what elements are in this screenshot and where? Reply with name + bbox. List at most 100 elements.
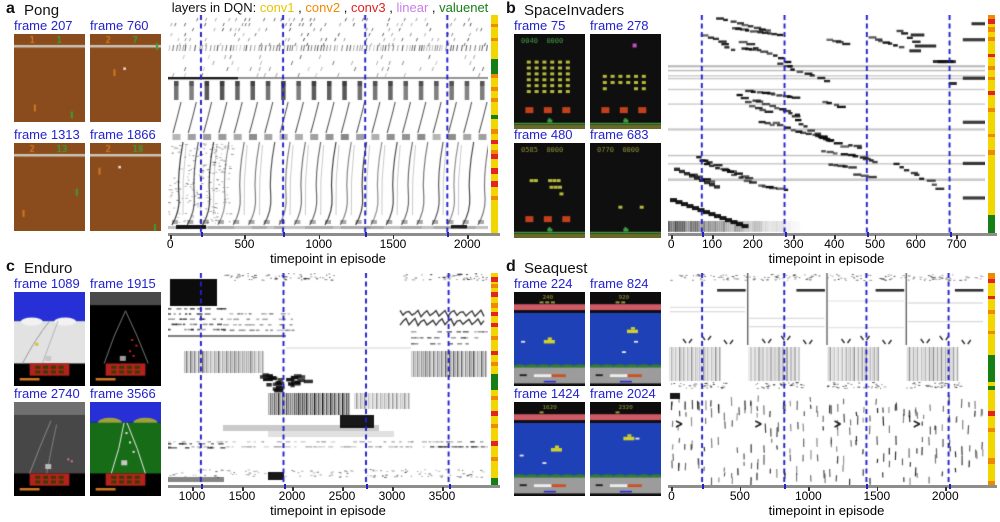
frame-marker-tick <box>365 232 368 237</box>
dqn-layer-legend: layers in DQN: conv1 , conv2 , conv3 , l… <box>160 0 500 15</box>
frame-marker-tick <box>784 484 787 489</box>
colorbar-segment <box>491 292 498 297</box>
legend-item-conv3: conv3 <box>347 0 386 15</box>
x-tick-mark <box>739 487 742 491</box>
game-frame-thumbnail <box>14 402 85 496</box>
raster-canvas <box>168 273 488 485</box>
colorbar-segment <box>491 102 498 116</box>
colorbar-segment <box>988 382 995 387</box>
frame-marker-tick <box>283 232 286 237</box>
x-tick-mark <box>876 487 879 491</box>
colorbar-segment <box>491 428 498 442</box>
colorbar-segment <box>988 15 995 20</box>
game-frame-thumbnail <box>90 143 161 231</box>
x-tick-label: 100 <box>701 237 723 251</box>
game-title: Seaquest <box>524 260 588 277</box>
frame-marker-tick <box>784 232 787 237</box>
x-tick-mark <box>192 487 194 491</box>
panel-b: b SpaceInvaders frame 75 frame 278 frame… <box>500 0 1000 266</box>
raster-canvas <box>668 15 985 233</box>
colorbar-segment <box>988 463 995 481</box>
colorbar-segment <box>988 134 995 138</box>
colorbar-segment <box>988 36 995 41</box>
colorbar-segment <box>988 154 995 216</box>
legend-separator: , <box>294 0 302 15</box>
x-tick-label: 2000 <box>453 237 481 251</box>
x-tick-label: 1000 <box>305 237 333 251</box>
x-tick-label: 1500 <box>379 237 407 251</box>
colorbar-segment <box>491 400 498 412</box>
raster-canvas <box>168 15 488 233</box>
x-tick-label: 0 <box>668 489 675 503</box>
colorbar-segment <box>491 187 498 196</box>
frame-cell: frame 760 <box>90 18 161 122</box>
frame-label: frame 1313 <box>14 127 80 142</box>
colorbar-segment <box>491 15 498 24</box>
colorbar-segment <box>491 133 498 141</box>
colorbar-segment <box>491 167 498 175</box>
colorbar-segment <box>491 97 498 103</box>
colorbar-segment <box>491 322 498 327</box>
colorbar-segment <box>491 58 498 74</box>
x-tick-label: 2000 <box>278 489 306 503</box>
x-axis-line <box>168 233 500 236</box>
colorbar-segment <box>491 441 498 446</box>
colorbar-segment <box>988 457 995 464</box>
colorbar-segment <box>988 108 995 113</box>
frame-label: frame 1424 <box>514 386 580 401</box>
game-title: Enduro <box>24 260 73 277</box>
layer-colorbar <box>491 15 498 233</box>
colorbar-segment <box>988 432 995 458</box>
colorbar-segment <box>491 303 498 308</box>
x-tick-mark <box>793 235 795 239</box>
panel-letter: a <box>6 0 15 17</box>
frame-label: frame 1866 <box>90 127 156 142</box>
frame-cell: frame 1915 <box>90 276 161 386</box>
colorbar-segment <box>988 70 995 77</box>
legend-separator: , <box>385 0 393 15</box>
x-tick-label: 0 <box>166 237 174 251</box>
frame-cell: frame 2024 <box>590 386 661 496</box>
colorbar-segment <box>988 23 995 27</box>
frame-marker-tick <box>866 484 869 489</box>
x-axis-line <box>168 485 500 488</box>
colorbar-segment <box>491 174 498 181</box>
x-tick-label: 300 <box>783 237 804 251</box>
legend-item-valuenet: valuenet <box>435 0 489 15</box>
panel-letter: d <box>506 258 516 275</box>
colorbar-segment <box>988 386 995 391</box>
game-title: Pong <box>24 2 60 19</box>
colorbar-segment <box>491 361 498 366</box>
colorbar-segment <box>491 73 498 79</box>
x-tick-mark <box>292 487 294 491</box>
frame-label: frame 2024 <box>590 386 656 401</box>
colorbar-segment <box>988 215 995 233</box>
frame-label: frame 1089 <box>14 276 80 291</box>
x-tick-label: 1500 <box>863 489 891 503</box>
colorbar-segment <box>491 456 498 461</box>
legend-item-conv1: conv1 <box>259 0 295 15</box>
colorbar-segment <box>988 26 995 33</box>
colorbar-segment <box>491 478 498 485</box>
colorbar-segment <box>491 339 498 351</box>
game-frame-thumbnail <box>590 292 661 386</box>
x-tick-mark <box>671 487 673 491</box>
colorbar-segment <box>988 411 995 416</box>
colorbar-segment <box>491 273 498 278</box>
frame-cell: frame 1089 <box>14 276 85 386</box>
frame-label: frame 207 <box>14 18 73 33</box>
activation-raster: timepoint in episode 1000 1500 2000 2500 300… <box>168 273 500 518</box>
x-axis-label: timepoint in episode <box>768 503 885 518</box>
x-tick-label: 500 <box>864 237 885 251</box>
frame-label: frame 824 <box>590 276 649 291</box>
panel-c: c Enduro frame 1089 frame 1915 frame 274… <box>0 258 500 522</box>
colorbar-segment <box>988 299 995 310</box>
colorbar-segment <box>491 143 498 151</box>
colorbar-segment <box>988 95 995 109</box>
legend-item-conv2: conv2 <box>301 0 341 15</box>
frame-cell: frame 278 <box>590 18 661 129</box>
colorbar-segment <box>988 313 995 331</box>
colorbar-segment <box>491 424 498 429</box>
colorbar-segment <box>988 76 995 80</box>
layer-colorbar <box>491 273 498 485</box>
